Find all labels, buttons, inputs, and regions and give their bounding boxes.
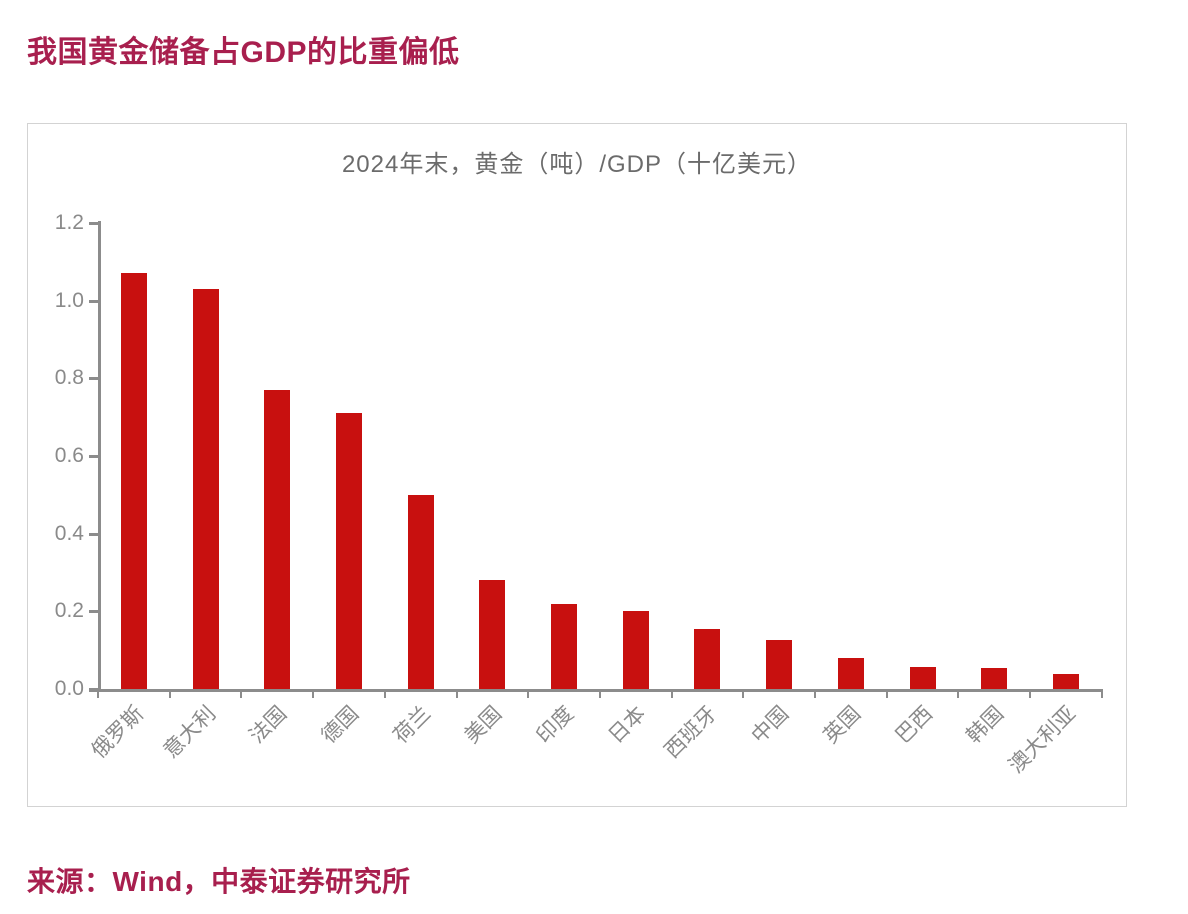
bar [551, 603, 578, 689]
x-axis-label: 意大利 [159, 702, 220, 763]
y-axis-tick [89, 610, 98, 614]
y-axis-label: 0.8 [54, 366, 84, 390]
bar [264, 389, 291, 689]
bar [622, 611, 649, 689]
x-axis-label: 德国 [317, 702, 364, 748]
bar [766, 640, 793, 689]
chart-panel: 2024年末，黄金（吨）/GDP（十亿美元） 俄罗斯 意大利 法国 德国 荷兰 美国 印度日… [27, 123, 1127, 807]
bar [407, 494, 434, 689]
x-axis-tick [885, 689, 888, 698]
x-axis-label: 巴西 [890, 702, 937, 748]
y-axis-tick [89, 377, 98, 381]
x-axis-label: 荷兰 [388, 702, 435, 748]
x-axis-tick [742, 689, 745, 698]
x-axis-tick [455, 689, 458, 698]
page-title: 我国黄金储备占GDP的比重偏低 [27, 36, 460, 69]
y-axis-line [98, 221, 101, 692]
x-axis-label: 韩国 [962, 702, 1009, 748]
x-axis-label: 澳大利亚 [1004, 702, 1081, 778]
x-axis-tick [240, 689, 243, 698]
x-axis-label: 日本 [604, 702, 651, 748]
y-axis-tick [89, 532, 98, 536]
x-axis-tick [598, 689, 601, 698]
bar [335, 413, 362, 689]
y-axis-tick [89, 222, 98, 225]
x-axis-tick [383, 689, 386, 698]
x-axis-tick [1029, 689, 1032, 698]
y-axis-label: 1.0 [54, 288, 84, 312]
bar [981, 668, 1008, 689]
bar [192, 289, 219, 689]
x-axis-tick [168, 689, 171, 698]
x-axis-tick [814, 689, 816, 698]
bar [694, 628, 721, 689]
x-axis-tick [1100, 689, 1103, 698]
x-axis-label: 印度 [532, 702, 579, 748]
bar [120, 273, 147, 689]
x-axis-label: 英国 [819, 702, 866, 748]
y-axis-label: 0.6 [54, 444, 84, 467]
bar [1052, 674, 1079, 689]
x-axis-label: 中国 [747, 702, 794, 748]
x-axis-tick [527, 689, 530, 698]
y-axis-label: 0.4 [54, 521, 84, 545]
x-axis-label: 俄罗斯 [87, 702, 149, 763]
bar [837, 657, 864, 689]
x-axis-label: 西班牙 [660, 702, 722, 763]
y-axis-label: 0.2 [54, 599, 84, 623]
y-axis-label: 0.0 [54, 677, 84, 700]
bar [909, 666, 936, 689]
x-axis-label: 法国 [245, 702, 292, 748]
x-axis-label: 美国 [460, 702, 507, 748]
x-axis-tick [312, 689, 315, 698]
x-axis-line [89, 689, 1103, 692]
bar-chart-plot-area: 俄罗斯 意大利 法国 德国 荷兰 美国 印度 日本 西班牙 中国 英国 巴西 韩国 澳大利亚 0.0 0.2 0… [28, 124, 1126, 806]
y-axis-tick [89, 688, 98, 691]
chart-title: 2024年末，黄金（吨）/GDP（十亿美元） [341, 151, 813, 178]
bar [479, 580, 506, 689]
x-axis-tick [670, 689, 673, 698]
y-axis-tick [89, 299, 98, 303]
x-axis-tick [97, 689, 99, 698]
x-axis-tick [957, 689, 960, 698]
y-axis-label: 1.2 [54, 211, 84, 234]
source-caption: 来源：Wind，中泰证券研究所 [27, 866, 411, 897]
y-axis-tick [89, 455, 98, 458]
